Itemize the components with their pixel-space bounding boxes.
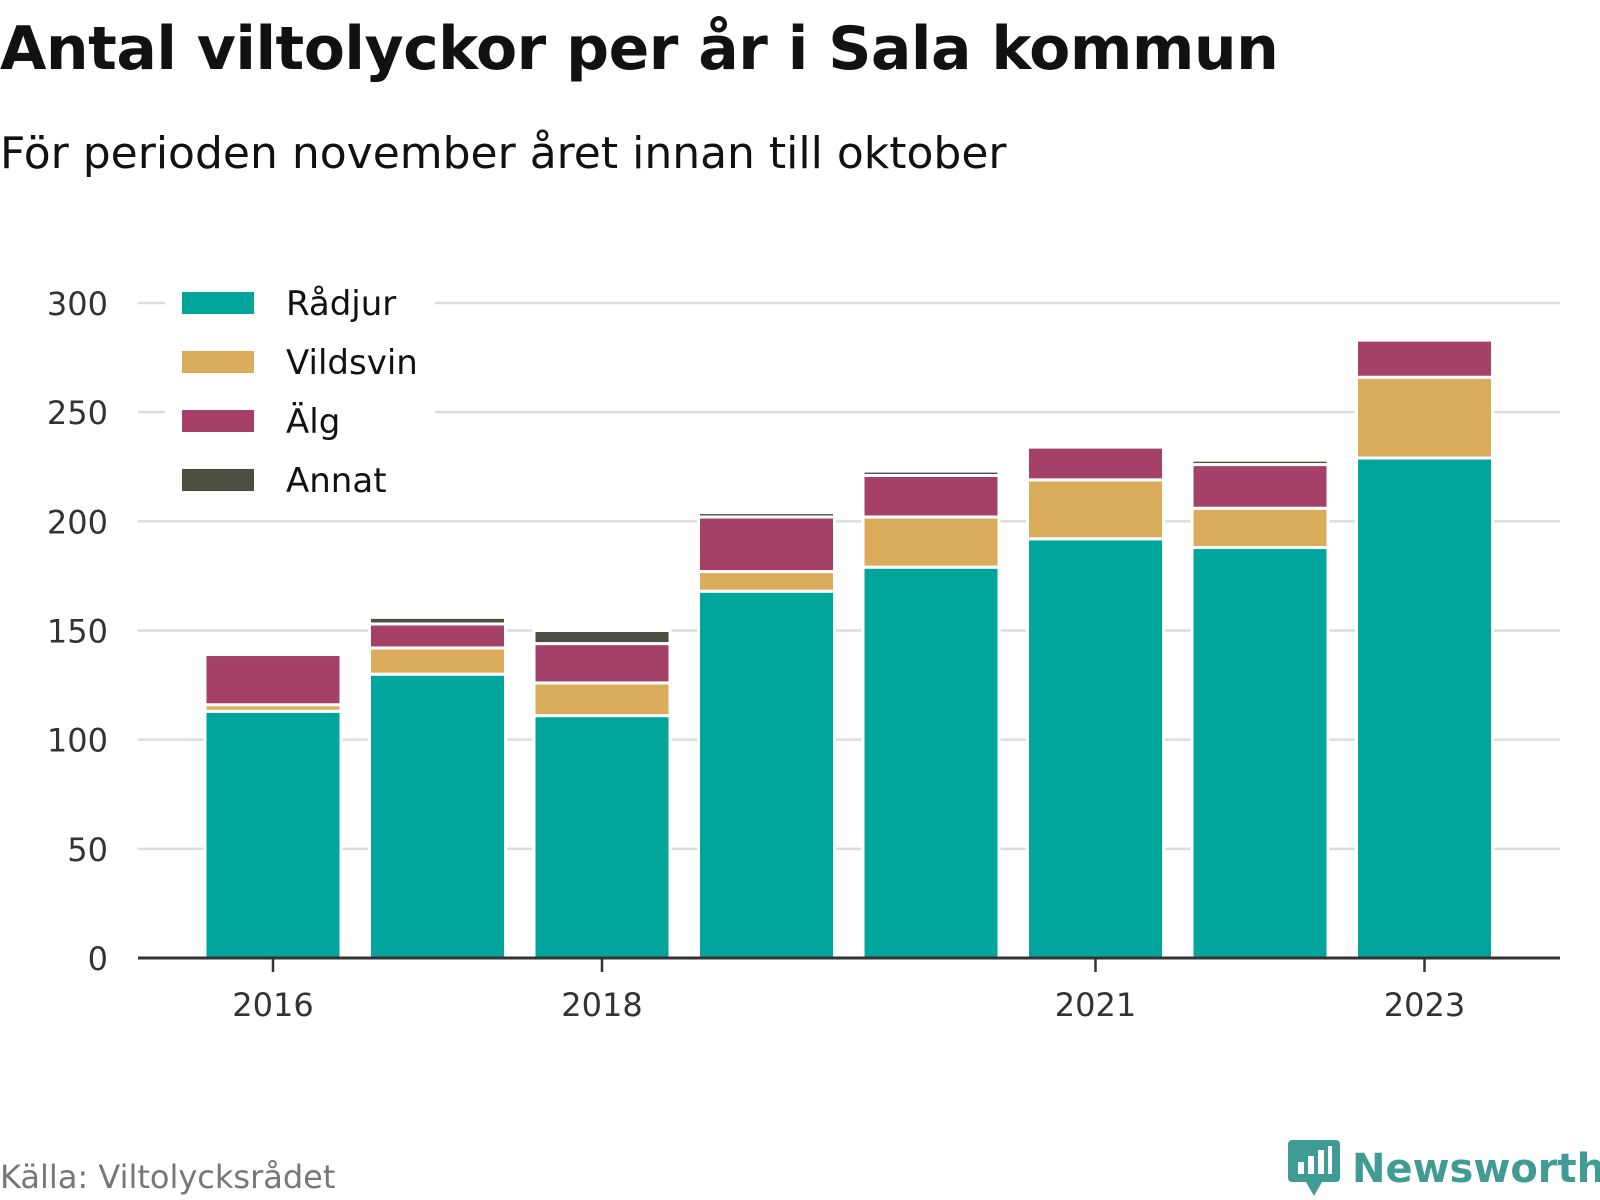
bar-segment-rådjur: [1026, 537, 1165, 960]
x-tick-label: 2021: [1055, 986, 1136, 1024]
y-axis-ticks: 0 50 100 150 200 250 300: [47, 285, 108, 978]
bar-segment-annat: [1190, 458, 1330, 467]
bar-segment-vildsvin: [532, 681, 672, 718]
bar-segment-älg: [1026, 445, 1165, 482]
chart-subtitle: För perioden november året innan till ok…: [0, 128, 1007, 179]
bar-stack-2023: [1355, 338, 1494, 960]
bar-stack-2016: [203, 653, 343, 960]
x-tick-label: 2018: [561, 986, 642, 1024]
bar-segment-älg: [368, 622, 507, 650]
bars: [203, 338, 1494, 960]
bar-segment-rådjur: [1355, 456, 1494, 960]
bar-stack-2022: [1190, 458, 1330, 960]
bar-segment-vildsvin: [368, 646, 507, 676]
newsworthy-logo-icon: [1288, 1140, 1340, 1196]
bar-segment-rådjur: [697, 589, 836, 960]
bar-segment-älg: [1355, 338, 1494, 379]
bar-stack-2017: [368, 615, 507, 960]
bar-segment-rådjur: [861, 565, 1001, 960]
bar-segment-annat: [861, 469, 1001, 477]
legend-label: Annat: [286, 461, 387, 501]
brand-logo[interactable]: Newsworthy: [1288, 1138, 1600, 1200]
chart-title: Antal viltolyckor per år i Sala kommun: [0, 14, 1279, 84]
legend-swatch: [182, 410, 254, 432]
bar-segment-rådjur: [1190, 546, 1330, 960]
bar-segment-älg: [861, 473, 1001, 519]
bar-stack-2020: [861, 469, 1001, 960]
brand-name: Newsworthy: [1352, 1146, 1600, 1192]
x-axis-ticks: 2016 2018 2021 2023: [232, 958, 1465, 1024]
bar-segment-älg: [1190, 463, 1330, 510]
bar-segment-vildsvin: [1355, 375, 1494, 460]
bar-segment-annat: [532, 629, 672, 646]
bar-segment-vildsvin: [1026, 478, 1165, 541]
legend-swatch: [182, 351, 254, 373]
legend-swatch: [182, 469, 254, 491]
legend-label: Rådjur: [286, 284, 396, 324]
bar-segment-älg: [203, 653, 343, 707]
y-tick-label: 150: [47, 613, 108, 651]
bar-segment-annat: [697, 511, 836, 519]
bar-segment-älg: [697, 515, 836, 574]
legend-label: Älg: [286, 402, 340, 442]
bar-segment-rådjur: [368, 672, 507, 960]
y-tick-label: 200: [47, 503, 108, 541]
y-tick-label: 100: [47, 722, 108, 760]
bar-stack-2018: [532, 629, 672, 960]
bar-segment-vildsvin: [861, 515, 1001, 569]
x-tick-label: 2023: [1384, 986, 1465, 1024]
x-tick-label: 2016: [232, 986, 313, 1024]
legend-swatch: [182, 292, 254, 314]
legend-label: Vildsvin: [286, 343, 418, 383]
legend: Rådjur Vildsvin Älg Annat: [165, 278, 435, 508]
source-note: Källa: Viltolycksrådet: [0, 1158, 336, 1196]
bar-segment-älg: [532, 642, 672, 685]
bar-segment-annat: [368, 615, 507, 626]
y-tick-label: 300: [47, 285, 108, 323]
y-tick-label: 0: [88, 940, 108, 978]
bar-segment-vildsvin: [1190, 506, 1330, 550]
y-tick-label: 250: [47, 394, 108, 432]
bar-segment-rådjur: [532, 714, 672, 960]
bar-stack-2021: [1026, 445, 1165, 960]
bar-stack-2019: [697, 511, 836, 960]
bar-segment-vildsvin: [697, 570, 836, 593]
bar-segment-rådjur: [203, 709, 343, 960]
y-tick-label: 50: [67, 831, 108, 869]
